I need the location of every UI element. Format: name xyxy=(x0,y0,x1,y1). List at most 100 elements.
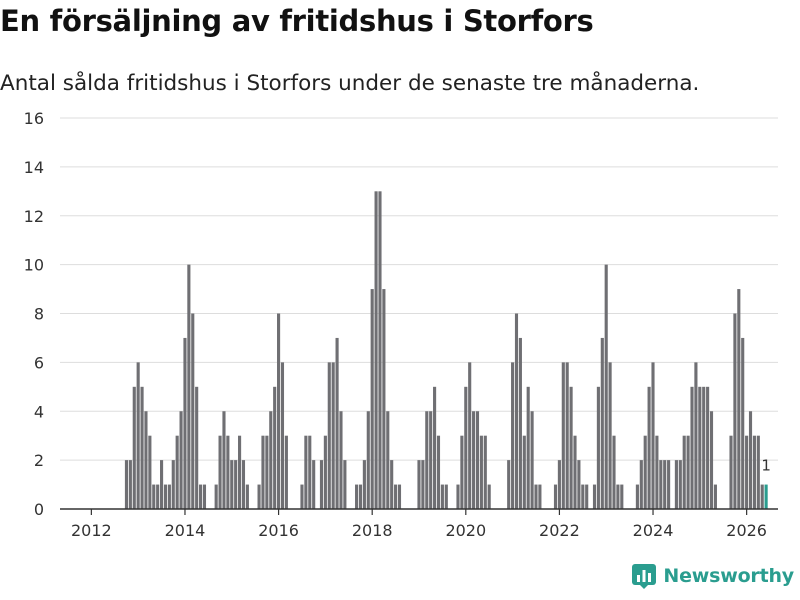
bar xyxy=(331,362,335,509)
bar xyxy=(612,435,616,509)
bar xyxy=(565,362,569,509)
bar xyxy=(148,435,152,509)
brand-logo: Newsworthy xyxy=(631,562,794,590)
bar xyxy=(514,313,519,509)
bar xyxy=(752,435,756,509)
bar xyxy=(202,484,207,509)
bar xyxy=(713,484,717,509)
bar xyxy=(667,460,671,509)
bar xyxy=(136,362,140,509)
bar xyxy=(651,362,655,509)
x-tick-label: 2016 xyxy=(258,521,299,540)
bar xyxy=(678,460,682,509)
bar xyxy=(304,435,308,509)
bar xyxy=(702,386,706,509)
bar xyxy=(737,289,741,509)
bar xyxy=(218,435,222,509)
bar xyxy=(156,484,160,509)
bar xyxy=(152,484,156,509)
brand-name: Newsworthy xyxy=(663,565,794,587)
bar xyxy=(335,337,339,509)
bar xyxy=(436,435,441,509)
bar xyxy=(694,362,698,509)
bar xyxy=(183,337,187,509)
bar xyxy=(756,435,760,509)
bar xyxy=(526,386,530,509)
bar xyxy=(230,460,234,509)
bar xyxy=(284,435,288,509)
bar xyxy=(300,484,304,509)
x-tick-label: 2018 xyxy=(352,521,393,540)
bar xyxy=(343,460,347,509)
bar xyxy=(620,484,624,509)
bar xyxy=(729,435,733,509)
bar xyxy=(585,484,589,509)
x-axis: 2012 2014 2016 2018 2020 2022 2024 2026 xyxy=(60,508,778,540)
x-tick-label: 2012 xyxy=(71,521,112,540)
bar xyxy=(191,313,195,509)
bar xyxy=(674,460,678,509)
bar xyxy=(530,411,534,509)
y-tick-label: 4 xyxy=(34,402,44,421)
bar xyxy=(187,264,191,509)
bar xyxy=(386,411,390,509)
bar xyxy=(444,484,448,509)
bar xyxy=(374,191,378,509)
bar xyxy=(257,484,261,509)
bar xyxy=(522,435,526,509)
bar xyxy=(171,460,175,509)
bar xyxy=(327,362,331,509)
bar xyxy=(261,435,265,509)
bar xyxy=(592,484,597,509)
annotations: 1 xyxy=(761,457,771,475)
bar xyxy=(163,484,168,509)
bar xyxy=(241,460,246,509)
x-tick-label: 2020 xyxy=(445,521,486,540)
bar xyxy=(460,435,464,509)
bar xyxy=(538,484,542,509)
bar xyxy=(647,386,651,509)
y-tick-label: 2 xyxy=(34,451,44,470)
bar xyxy=(600,337,604,509)
bar xyxy=(273,386,277,509)
bar xyxy=(199,484,203,509)
bar xyxy=(464,386,468,509)
bar xyxy=(417,460,421,509)
bar xyxy=(507,460,511,509)
bar xyxy=(339,411,343,509)
bar xyxy=(245,484,249,509)
bar xyxy=(429,411,433,509)
newsworthy-logo-icon xyxy=(632,564,657,589)
bar xyxy=(511,362,515,509)
bar xyxy=(378,191,382,509)
bar xyxy=(581,484,585,509)
bar xyxy=(277,313,281,509)
bar xyxy=(319,460,324,509)
bar xyxy=(745,435,749,509)
bar xyxy=(639,460,643,509)
bar xyxy=(308,435,312,509)
x-tick-label: 2026 xyxy=(726,521,767,540)
bar xyxy=(569,386,573,509)
bar xyxy=(394,484,398,509)
bar xyxy=(596,386,600,509)
bar xyxy=(358,484,363,509)
bar xyxy=(456,484,460,509)
y-tick-label: 8 xyxy=(34,305,44,324)
bar-latest xyxy=(764,484,768,509)
bar xyxy=(382,289,386,509)
bar xyxy=(362,460,366,509)
bar xyxy=(397,484,402,509)
bar xyxy=(226,435,230,509)
bar xyxy=(682,435,686,509)
bar xyxy=(440,484,444,509)
bar xyxy=(140,386,144,509)
bar xyxy=(222,411,226,509)
bar xyxy=(561,362,565,509)
bar xyxy=(425,411,429,509)
bar xyxy=(518,337,522,509)
y-tick-label: 16 xyxy=(24,109,44,128)
bar xyxy=(312,460,316,509)
bar xyxy=(195,386,199,509)
